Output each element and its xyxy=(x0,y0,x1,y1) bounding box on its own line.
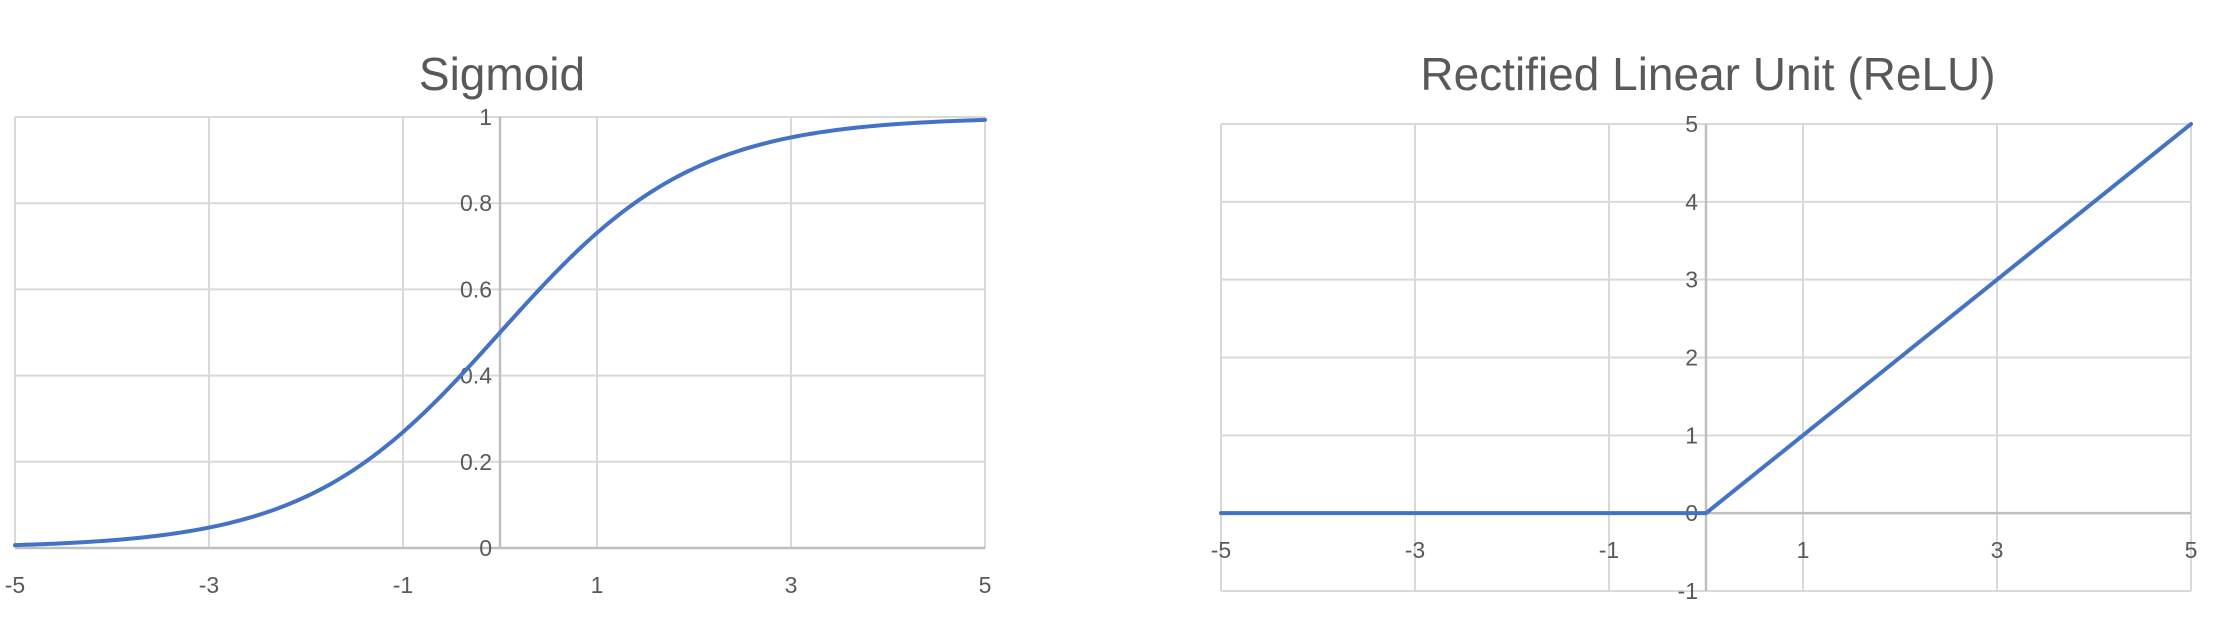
relu-x-tick-label: 1 xyxy=(1797,537,1810,563)
sigmoid-y-tick-label: 1 xyxy=(479,104,492,130)
relu-y-tick-label: 2 xyxy=(1685,345,1698,371)
relu-y-tick-label: 4 xyxy=(1685,189,1698,215)
sigmoid-x-tick-label: 3 xyxy=(785,572,798,598)
relu-y-tick-label: 5 xyxy=(1685,111,1698,137)
relu-chart: Rectified Linear Unit (ReLU) -1012345-5-… xyxy=(1211,48,2198,604)
sigmoid-y-tick-label: 0 xyxy=(479,535,492,561)
relu-x-tick-label: -1 xyxy=(1599,537,1619,563)
sigmoid-x-tick-label: 1 xyxy=(591,572,604,598)
relu-x-tick-label: -3 xyxy=(1405,537,1425,563)
sigmoid-x-tick-label: 5 xyxy=(979,572,992,598)
relu-y-tick-label: -1 xyxy=(1678,578,1698,604)
relu-series-line-0 xyxy=(1219,122,2193,516)
sigmoid-y-tick-label: 0.4 xyxy=(460,363,492,389)
sigmoid-chart-title: Sigmoid xyxy=(419,48,585,100)
sigmoid-series-line-0 xyxy=(13,117,987,548)
sigmoid-chart: Sigmoid 0 0.2 0.4 0.6 0.8 1 -5 -3 -1 1 3 5 xyxy=(5,48,992,598)
relu-chart-title: Rectified Linear Unit (ReLU) xyxy=(1420,48,1995,100)
relu-x-tick-label: 3 xyxy=(1991,537,2004,563)
sigmoid-y-tick-label: 0.6 xyxy=(460,276,492,302)
sigmoid-x-tick-label: -1 xyxy=(393,572,413,598)
relu-y-tick-label: 1 xyxy=(1685,422,1698,448)
sigmoid-x-tick-label: -5 xyxy=(5,572,25,598)
relu-x-tick-label: 5 xyxy=(2185,537,2198,563)
relu-x-tick-label: -5 xyxy=(1211,537,1231,563)
sigmoid-x-tick-label: -3 xyxy=(199,572,219,598)
sigmoid-y-tick-label: 0.8 xyxy=(460,190,492,216)
relu-y-tick-label: 3 xyxy=(1685,267,1698,293)
sigmoid-y-tick-label: 0.2 xyxy=(460,449,492,475)
